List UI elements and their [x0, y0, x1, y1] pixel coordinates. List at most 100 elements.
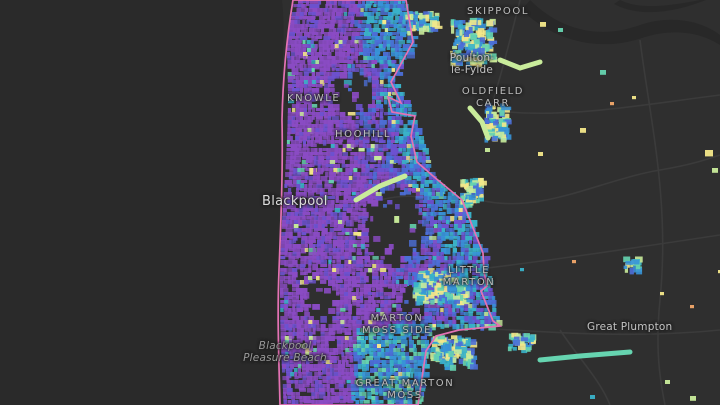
census-block	[400, 180, 407, 185]
census-block	[423, 11, 431, 18]
census-block	[328, 332, 335, 336]
census-block	[336, 312, 340, 316]
census-block	[336, 280, 344, 284]
census-block	[309, 360, 314, 364]
census-block	[314, 140, 322, 144]
census-block	[300, 332, 305, 336]
census-block	[498, 131, 505, 138]
census-block	[429, 232, 433, 239]
census-block	[343, 80, 352, 86]
census-block	[334, 368, 339, 373]
label-skippool[interactable]: SKIPPOOL	[467, 6, 529, 18]
label-oldfield-carr[interactable]: OLDFIELD CARR	[460, 86, 526, 110]
census-block	[337, 364, 346, 370]
census-block	[285, 224, 291, 230]
census-block	[325, 348, 329, 352]
label-great-marton-moss[interactable]: GREAT MARTON MOSS	[355, 378, 455, 402]
census-block	[344, 340, 351, 347]
census-block	[320, 100, 325, 105]
census-block	[287, 56, 295, 61]
census-block	[473, 39, 480, 45]
census-block	[332, 268, 339, 274]
census-block	[386, 40, 394, 47]
census-block	[405, 168, 409, 175]
label-marton-moss-side[interactable]: MARTON MOSS SIDE	[357, 313, 437, 337]
census-block	[325, 168, 333, 172]
label-blackpool-pleasure-beach[interactable]: Blackpool Pleasure Beach	[243, 340, 327, 364]
census-block	[431, 192, 436, 197]
census-block	[317, 352, 324, 356]
census-block	[424, 244, 428, 251]
census-block	[324, 252, 328, 258]
census-block	[362, 44, 370, 51]
census-block	[345, 360, 349, 365]
census-block	[344, 312, 352, 319]
census-block	[410, 44, 418, 48]
census-block	[324, 336, 330, 341]
label-little-marton[interactable]: LITTLE MARTON	[440, 265, 498, 289]
census-block	[388, 284, 395, 289]
label-blackpool[interactable]: Blackpool	[262, 195, 328, 208]
census-block	[362, 368, 367, 372]
census-block	[395, 116, 402, 122]
census-block	[397, 356, 402, 363]
census-block	[408, 180, 415, 186]
label-hoohill[interactable]: HOOHILL	[335, 129, 391, 141]
census-block	[307, 124, 314, 130]
census-block	[399, 16, 406, 22]
census-block	[379, 104, 383, 108]
census-block	[287, 400, 292, 404]
census-block	[311, 136, 315, 141]
census-block	[318, 208, 326, 212]
census-block	[356, 292, 363, 298]
census-block	[335, 36, 339, 43]
census-block	[315, 72, 321, 79]
census-block	[384, 272, 388, 279]
census-block	[302, 380, 309, 385]
census-block	[310, 384, 318, 388]
census-block	[460, 179, 465, 187]
census-block	[348, 28, 353, 32]
census-block	[335, 108, 340, 112]
census-block	[416, 298, 423, 306]
census-block	[388, 92, 392, 99]
census-block	[394, 44, 401, 51]
census-block	[280, 336, 286, 341]
census-block	[632, 96, 636, 100]
census-block	[360, 28, 366, 31]
census-block	[287, 116, 293, 121]
label-poulton-le-fylde[interactable]: Poulton- le-Fylde	[444, 52, 500, 76]
census-block	[411, 124, 418, 128]
census-block	[292, 252, 301, 257]
census-block	[394, 380, 398, 384]
census-block	[364, 8, 368, 12]
census-block	[364, 264, 372, 268]
census-block	[316, 252, 324, 256]
census-block	[301, 352, 306, 357]
census-block	[320, 328, 325, 334]
census-block	[456, 308, 460, 314]
census-block	[288, 324, 294, 328]
census-block	[528, 334, 536, 341]
census-block	[477, 53, 483, 61]
census-block	[488, 300, 496, 305]
census-block	[345, 348, 352, 354]
label-great-plumpton[interactable]: Great Plumpton	[587, 321, 672, 333]
label-oldfield-line1: OLDFIELD	[461, 86, 525, 97]
census-block	[419, 392, 425, 398]
label-knowle[interactable]: KNOWLE	[287, 93, 340, 105]
census-block	[486, 105, 493, 112]
highlight-strip	[353, 173, 408, 203]
census-block	[293, 236, 298, 241]
census-block	[301, 236, 308, 241]
census-block	[301, 24, 308, 29]
census-block	[411, 132, 417, 138]
census-block	[374, 48, 381, 55]
census-block	[308, 340, 317, 346]
census-block	[364, 288, 371, 295]
census-block	[354, 48, 363, 52]
census-block	[398, 376, 405, 383]
census-block	[484, 260, 489, 267]
